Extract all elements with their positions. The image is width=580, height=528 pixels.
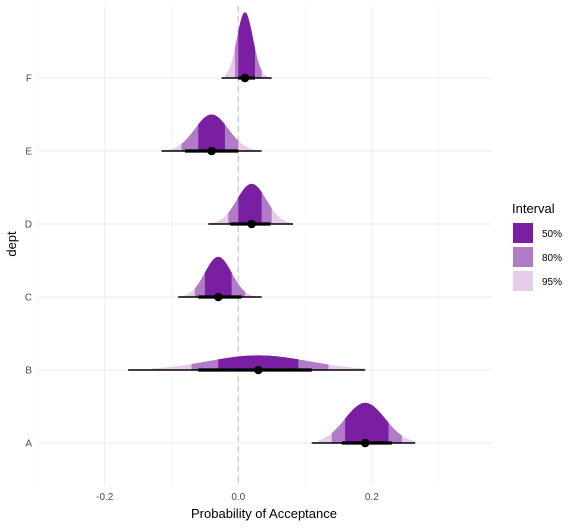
distribution-marks (128, 12, 416, 448)
legend-swatch-2 (513, 271, 533, 291)
legend-swatch-1 (513, 247, 533, 267)
dept-A-interval-50-slab (345, 402, 389, 443)
dept-E-median-point (207, 146, 216, 156)
dept-E-distribution (161, 114, 262, 156)
y-tick-label-E: E (25, 147, 32, 158)
y-tick-label-A: A (25, 439, 32, 450)
y-tick-label-C: C (25, 293, 32, 304)
y-tick-label-F: F (26, 74, 32, 85)
dept-F-interval-50-slab (238, 12, 255, 78)
dept-E-interval-50-slab (198, 114, 225, 151)
dept-F-distribution (221, 12, 272, 83)
x-axis-title: Probability of Acceptance (191, 506, 337, 521)
y-tick-label-B: B (25, 366, 32, 377)
legend-label-2: 95% (542, 277, 562, 288)
dept-C-distribution (178, 256, 262, 302)
dept-B-median-point (254, 365, 263, 375)
dept-F-median-point (240, 73, 250, 83)
dept-B-interval-50-slab (218, 355, 299, 370)
dept-B-distribution (128, 355, 366, 375)
y-tick-label-D: D (25, 220, 32, 231)
legend-title: Interval (512, 201, 555, 216)
x-tick-label-2: 0.2 (365, 492, 379, 503)
x-tick-label-1: 0.0 (231, 492, 245, 503)
legend-swatch-0 (513, 223, 533, 243)
dept-C-median-point (213, 292, 223, 302)
legend-label-1: 80% (542, 253, 562, 264)
x-tick-label-0: -0.2 (96, 492, 114, 503)
axis-layer: -0.2 0.0 0.2 A B C D E F (25, 74, 379, 504)
y-axis-title: dept (4, 231, 19, 257)
dept-A-distribution (311, 402, 416, 448)
dept-C-interval-50-slab (204, 256, 232, 297)
legend-label-0: 50% (542, 229, 562, 240)
dept-D-median-point (247, 219, 256, 229)
legend: Interval 50% 80% 95% (512, 201, 562, 291)
dept-D-distribution (208, 183, 294, 229)
dept-A-median-point (360, 438, 370, 448)
dept-D-interval-50-slab (238, 183, 262, 224)
